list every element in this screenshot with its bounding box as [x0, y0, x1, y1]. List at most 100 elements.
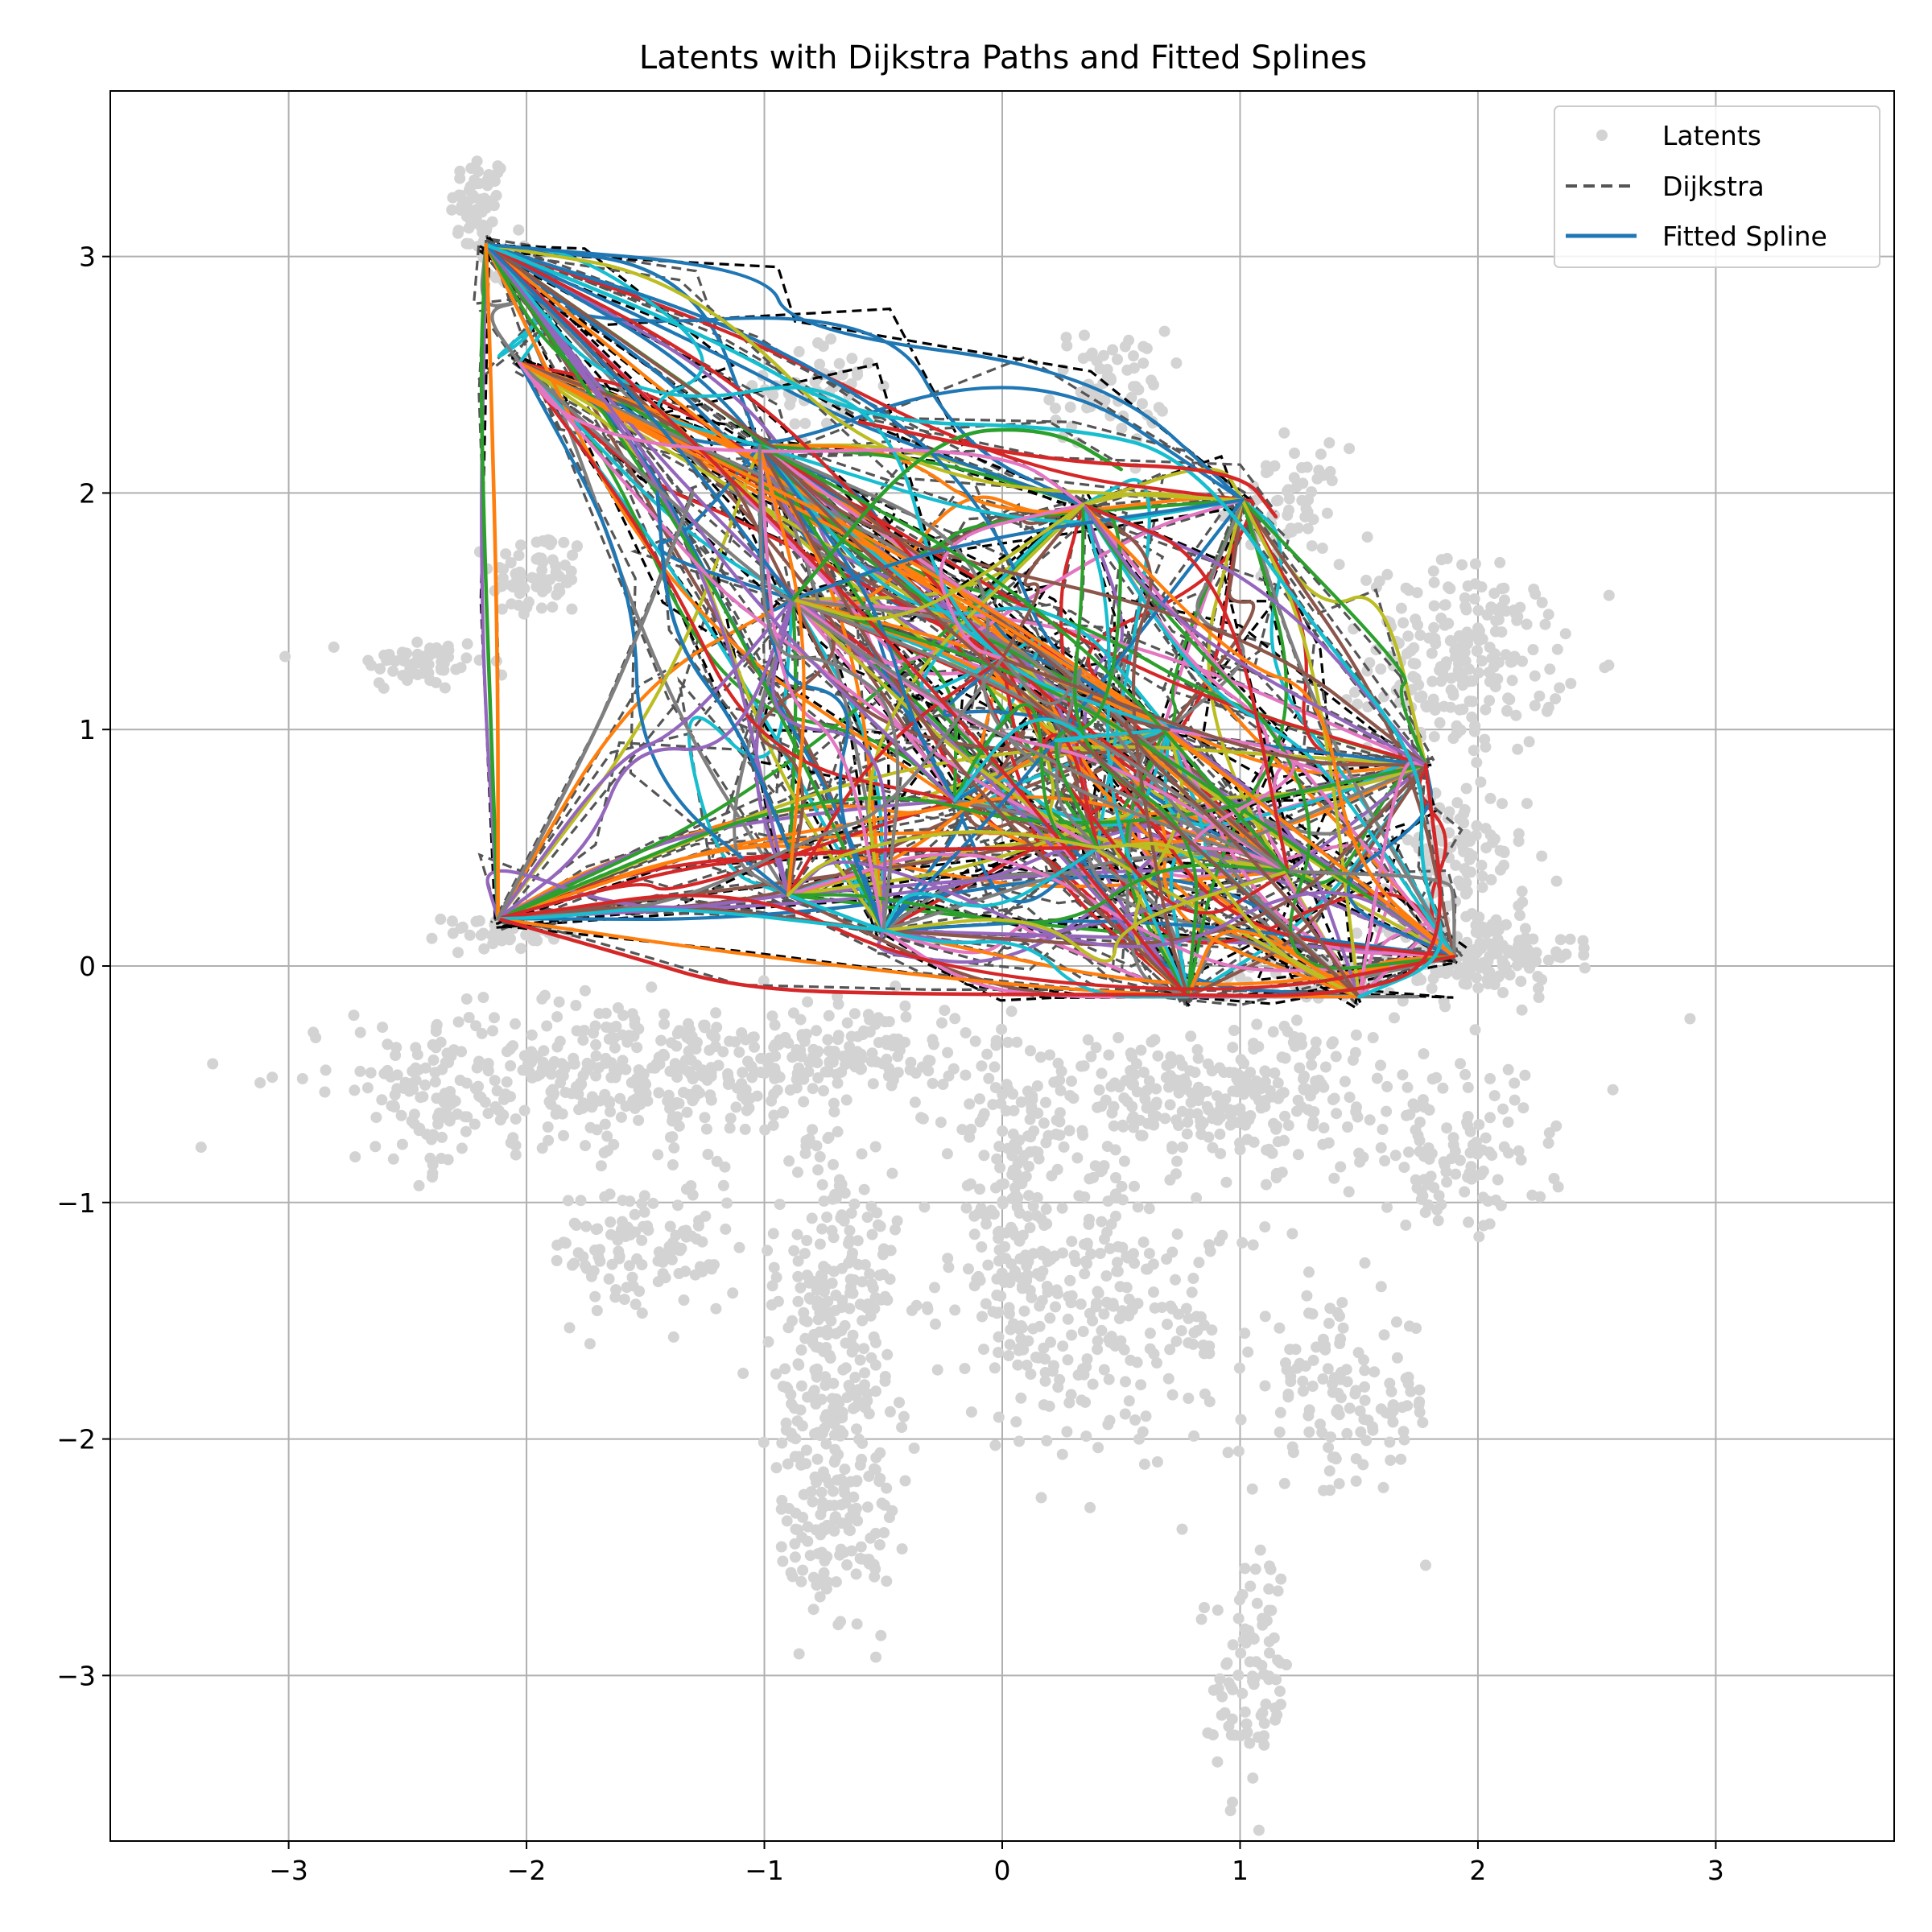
- latent-point: [555, 1058, 568, 1070]
- latent-point: [1158, 325, 1170, 337]
- latent-point: [1183, 1312, 1195, 1324]
- latent-point: [996, 1023, 1008, 1035]
- latent-point: [818, 1567, 830, 1579]
- latent-point: [1253, 1824, 1265, 1836]
- latent-point: [852, 1515, 864, 1527]
- latent-point: [1339, 1075, 1351, 1088]
- latent-point: [1426, 982, 1438, 994]
- latent-point: [890, 1224, 901, 1236]
- latent-point: [869, 1141, 881, 1153]
- latent-point: [1226, 1104, 1238, 1117]
- latent-point: [1564, 933, 1576, 945]
- latent-point: [1527, 644, 1539, 655]
- latent-point: [1480, 704, 1492, 716]
- latent-point: [972, 1270, 985, 1282]
- latent-point: [499, 1088, 511, 1100]
- latent-point: [721, 1197, 733, 1209]
- latent-point: [590, 1038, 602, 1051]
- latent-point: [691, 1036, 703, 1048]
- latent-point: [1469, 578, 1481, 590]
- latent-point: [591, 1305, 603, 1316]
- latent-point: [997, 1125, 1009, 1137]
- latent-point: [1103, 1049, 1115, 1061]
- latent-point: [772, 1295, 784, 1307]
- latent-point: [678, 1294, 690, 1306]
- latent-point: [1054, 1373, 1066, 1385]
- latent-point: [1257, 1707, 1269, 1719]
- latent-point: [768, 1109, 780, 1121]
- latent-point: [1165, 1051, 1177, 1063]
- latent-point: [588, 1265, 600, 1277]
- latent-point: [401, 675, 413, 687]
- latent-point: [785, 393, 797, 405]
- latent-point: [473, 1055, 485, 1067]
- fitted-spline: [758, 444, 1085, 507]
- latent-point: [1084, 1501, 1096, 1513]
- fitted-spline: [496, 799, 956, 921]
- latent-point: [1471, 819, 1483, 832]
- latent-point: [1188, 1430, 1200, 1442]
- latent-point: [1497, 987, 1509, 998]
- latent-point: [467, 189, 479, 201]
- latent-point: [551, 1239, 564, 1251]
- latent-point: [1002, 1036, 1014, 1048]
- latent-point: [1509, 1094, 1521, 1106]
- latent-point: [1032, 1146, 1044, 1158]
- latent-point: [909, 1096, 921, 1108]
- latent-point: [1237, 1633, 1249, 1645]
- latent-point: [494, 163, 506, 175]
- latent-point: [547, 1084, 559, 1096]
- latent-point: [1137, 1067, 1150, 1078]
- latent-point: [551, 1255, 563, 1266]
- latent-point: [506, 580, 518, 592]
- latent-point: [1325, 1431, 1336, 1443]
- latent-point: [441, 1047, 453, 1059]
- latent-point: [1057, 1247, 1068, 1259]
- latent-point: [439, 682, 451, 694]
- latent-point: [1435, 1199, 1447, 1211]
- latent-point: [1381, 568, 1393, 580]
- latent-point: [1351, 927, 1363, 939]
- latent-point: [1527, 956, 1539, 968]
- latent-point: [770, 1271, 782, 1283]
- latent-point: [936, 1017, 947, 1029]
- fitted-spline: [518, 361, 1005, 661]
- latent-point: [1463, 853, 1476, 865]
- dijkstra-path: [925, 652, 1092, 799]
- latent-point: [866, 1047, 878, 1059]
- latent-point: [1054, 1116, 1066, 1128]
- latent-point: [1492, 971, 1505, 983]
- latent-point: [810, 1341, 822, 1353]
- latent-point: [429, 1075, 441, 1088]
- latent-point: [1281, 1364, 1293, 1376]
- latent-point: [1121, 364, 1133, 376]
- latent-point: [667, 1159, 679, 1170]
- latent-point: [1238, 1058, 1249, 1069]
- latent-point: [609, 1032, 621, 1044]
- latent-point: [592, 1062, 605, 1074]
- fitted-spline: [1081, 503, 1456, 959]
- dijkstra-path: [759, 436, 1454, 953]
- latent-point: [883, 1037, 895, 1049]
- latent-point: [1489, 625, 1501, 638]
- latent-point: [1385, 1455, 1397, 1466]
- latent-point: [993, 1232, 1005, 1245]
- latent-point: [758, 975, 770, 987]
- latent-point: [745, 1060, 757, 1072]
- latent-point: [659, 1272, 671, 1284]
- latent-point: [1121, 1252, 1133, 1264]
- latent-point: [939, 1005, 951, 1017]
- latent-point: [1043, 1400, 1055, 1412]
- latent-point: [513, 224, 525, 236]
- latent-point: [1323, 1317, 1335, 1329]
- latent-point: [1263, 1583, 1275, 1595]
- latent-point: [861, 1501, 873, 1513]
- latent-point: [974, 1093, 985, 1105]
- latent-point: [816, 1280, 828, 1292]
- latent-point: [1530, 947, 1542, 959]
- latent-point: [1457, 679, 1468, 691]
- latent-point: [646, 1062, 658, 1074]
- latent-point: [793, 345, 805, 357]
- latent-point: [1327, 1451, 1339, 1463]
- latent-point: [1232, 1612, 1245, 1624]
